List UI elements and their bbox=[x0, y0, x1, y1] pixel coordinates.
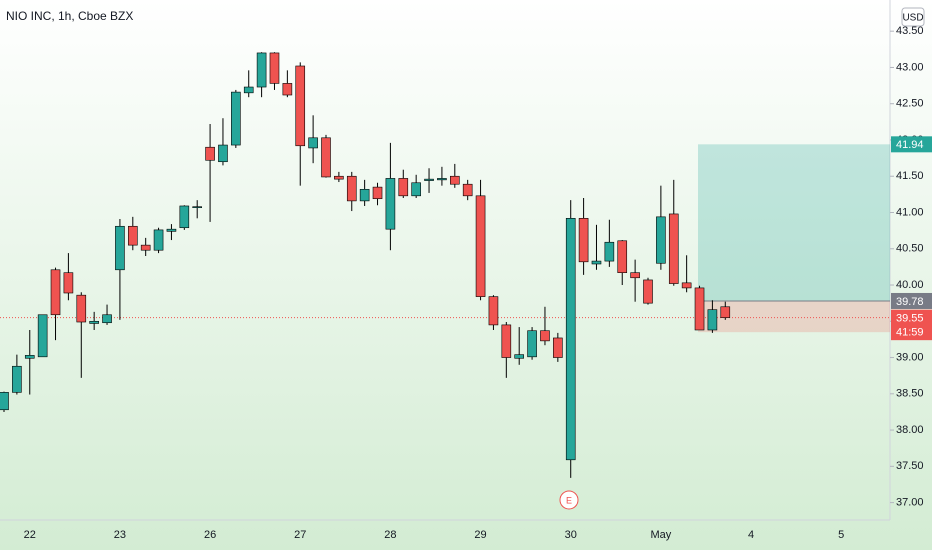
x-tick-label: May bbox=[650, 529, 671, 541]
candle-body bbox=[63, 272, 74, 294]
target-zone bbox=[698, 144, 890, 301]
candle-body bbox=[462, 183, 473, 197]
candle-body bbox=[76, 294, 87, 323]
candle-body bbox=[12, 365, 22, 393]
candle-body bbox=[115, 225, 125, 271]
y-tick-label: 38.00 bbox=[896, 424, 924, 436]
candle-body bbox=[475, 195, 486, 297]
candle-body bbox=[604, 241, 615, 262]
y-tick-label: 40.50 bbox=[896, 243, 924, 255]
earnings-label: E bbox=[566, 495, 572, 505]
candle-body bbox=[192, 206, 202, 208]
candle-body bbox=[398, 178, 409, 197]
candle-body bbox=[385, 178, 396, 230]
candle-body bbox=[527, 330, 537, 358]
countdown: 41:59 bbox=[896, 327, 924, 339]
x-tick-label: 30 bbox=[565, 529, 577, 541]
y-tick-label: 40.00 bbox=[896, 279, 924, 291]
x-tick-label: 29 bbox=[474, 529, 486, 541]
candle-body bbox=[514, 354, 525, 359]
candle-body bbox=[630, 272, 640, 279]
candle-body bbox=[565, 217, 576, 461]
target-label: 41.94 bbox=[896, 139, 924, 151]
candle-body bbox=[359, 188, 370, 202]
candle-body bbox=[140, 244, 151, 251]
candle-body bbox=[243, 86, 254, 94]
candle-body bbox=[0, 392, 9, 411]
candle-body bbox=[102, 314, 112, 324]
candle-body bbox=[424, 178, 434, 181]
candle-body bbox=[269, 52, 280, 84]
candle-body bbox=[553, 337, 563, 358]
candle-body bbox=[256, 52, 267, 88]
candle-body bbox=[346, 175, 357, 202]
y-tick-label: 43.00 bbox=[896, 61, 924, 73]
candle-body bbox=[656, 216, 666, 264]
entry-label-bg bbox=[891, 292, 932, 309]
candle-body bbox=[578, 217, 589, 263]
last-price-bg bbox=[891, 309, 932, 340]
candle-body bbox=[707, 309, 718, 331]
candle-body bbox=[720, 306, 731, 318]
x-tick-label: 28 bbox=[384, 529, 396, 541]
y-tick-label: 37.50 bbox=[896, 460, 924, 472]
candle-body bbox=[179, 205, 190, 229]
x-tick-label: 4 bbox=[748, 529, 754, 541]
candle-body bbox=[449, 175, 460, 185]
candle-body bbox=[89, 320, 99, 324]
y-tick-label: 39.00 bbox=[896, 351, 924, 363]
candle-body bbox=[372, 186, 383, 200]
candle-body bbox=[501, 324, 512, 358]
candle-body bbox=[411, 182, 421, 197]
candle-body bbox=[295, 65, 306, 147]
candle-body bbox=[308, 137, 318, 149]
candle-body bbox=[617, 240, 628, 273]
earnings-marker[interactable] bbox=[559, 490, 579, 510]
candle-body bbox=[205, 146, 215, 161]
entry-label: 39.78 bbox=[896, 296, 924, 308]
candle-body bbox=[681, 282, 692, 289]
currency-box bbox=[901, 7, 925, 27]
candle-body bbox=[437, 178, 447, 181]
y-tick-label: 41.00 bbox=[896, 206, 924, 218]
candle-body bbox=[488, 296, 499, 326]
y-tick-label: 41.50 bbox=[896, 170, 924, 182]
candle-body bbox=[231, 91, 241, 146]
candle-body bbox=[694, 287, 705, 331]
candle-body bbox=[321, 137, 331, 178]
x-tick-label: 26 bbox=[204, 529, 216, 541]
candle-body bbox=[282, 83, 293, 96]
candle-body bbox=[24, 355, 35, 359]
candle-body bbox=[540, 330, 550, 342]
candle-body bbox=[37, 314, 48, 358]
chart-title: NIO INC, 1h, Cboe BZX bbox=[6, 9, 133, 23]
candle-body bbox=[50, 269, 61, 316]
x-tick-label: 5 bbox=[838, 529, 844, 541]
target-label-bg bbox=[891, 136, 932, 153]
candle-body bbox=[334, 175, 344, 180]
candle-body bbox=[591, 260, 602, 265]
candle-body bbox=[643, 279, 653, 304]
x-tick-label: 22 bbox=[24, 529, 36, 541]
y-tick-label: 38.50 bbox=[896, 388, 924, 400]
candle-body bbox=[166, 228, 177, 232]
y-tick-label: 37.00 bbox=[896, 497, 924, 509]
x-tick-label: 23 bbox=[114, 529, 126, 541]
last-price-label: 39.55 bbox=[896, 313, 924, 325]
currency: USD bbox=[902, 13, 923, 24]
candle-body bbox=[153, 229, 164, 251]
candle-body bbox=[668, 213, 679, 284]
x-tick-label: 27 bbox=[294, 529, 306, 541]
candle-body bbox=[218, 144, 228, 163]
y-tick-label: 42.50 bbox=[896, 98, 924, 110]
candle-body bbox=[128, 225, 138, 246]
y-tick-label: 43.50 bbox=[896, 25, 924, 37]
